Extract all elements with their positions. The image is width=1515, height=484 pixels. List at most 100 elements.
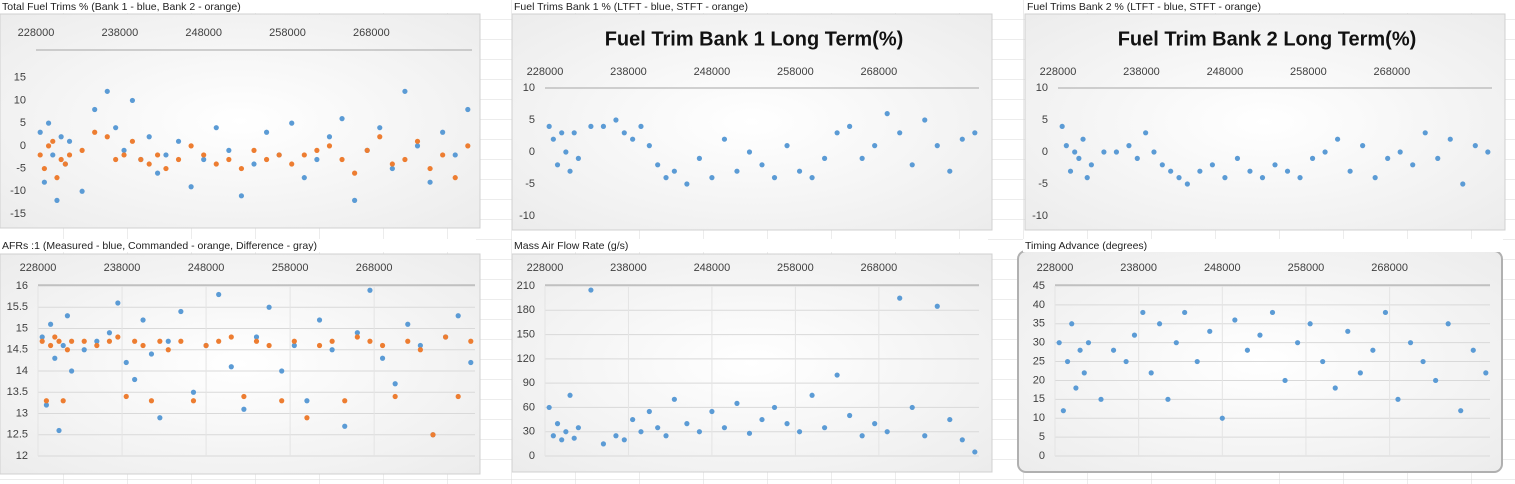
data-point (226, 156, 232, 163)
data-point (746, 430, 753, 436)
y-tick-label: 30 (523, 426, 535, 438)
data-point (1334, 136, 1341, 142)
y-tick-label: 120 (517, 353, 535, 365)
data-point (1345, 328, 1351, 334)
chart-area (511, 13, 993, 231)
data-point (746, 149, 753, 155)
data-point (276, 152, 282, 158)
chart-caption: Fuel Trims Bank 2 % (LTFT - blue, STFT -… (1027, 1, 1261, 13)
data-point (872, 421, 878, 427)
data-point (847, 123, 853, 129)
chart-title: Fuel Trim Bank 2 Long Term(%) (1118, 28, 1417, 50)
data-point (1244, 347, 1251, 353)
data-point (367, 338, 373, 344)
data-point (39, 334, 45, 340)
data-point (1168, 168, 1174, 174)
data-point (146, 134, 152, 140)
data-point (1176, 175, 1182, 181)
data-point (216, 338, 222, 344)
data-point (115, 334, 121, 340)
data-point (213, 161, 219, 167)
data-point (352, 170, 358, 176)
data-point (709, 408, 715, 415)
x-tick-label: 258000 (777, 262, 814, 274)
data-point (1269, 309, 1276, 316)
data-point (188, 184, 194, 190)
data-point (1422, 130, 1428, 136)
data-point (847, 412, 853, 419)
data-point (238, 165, 245, 172)
data-point (1234, 155, 1241, 161)
data-point (696, 155, 703, 161)
x-tick-label: 238000 (610, 66, 647, 78)
data-point (1063, 143, 1069, 149)
data-point (66, 152, 73, 158)
x-tick-label: 238000 (1123, 66, 1160, 78)
data-point (821, 155, 828, 161)
y-tick-label: 5 (1039, 431, 1045, 443)
data-point (947, 168, 953, 174)
data-point (821, 425, 828, 431)
data-point (52, 334, 58, 340)
y-tick-label: 25 (1033, 355, 1045, 367)
data-point (326, 134, 333, 140)
x-tick-label: 228000 (527, 66, 564, 78)
y-tick-label: 90 (523, 377, 535, 389)
data-point (129, 138, 136, 144)
data-point (684, 421, 690, 427)
data-point (1232, 317, 1238, 323)
data-point (1184, 181, 1190, 187)
data-point (64, 313, 71, 319)
chart-caption: Fuel Trims Bank 1 % (LTFT - blue, STFT -… (514, 1, 748, 13)
data-point (190, 389, 197, 395)
y-tick-label: 20 (1033, 374, 1045, 386)
data-point (60, 342, 66, 349)
data-point (1207, 328, 1213, 334)
data-point (364, 147, 370, 153)
y-tick-label: 45 (1033, 280, 1045, 292)
x-tick-label: 258000 (777, 66, 814, 78)
data-point (339, 116, 345, 122)
data-point (253, 334, 260, 340)
data-point (671, 396, 677, 402)
chart-caption: Mass Air Flow Rate (g/s) (514, 240, 628, 252)
data-point (550, 433, 556, 439)
x-tick-label: 228000 (18, 27, 55, 39)
data-point (734, 168, 740, 174)
data-point (1126, 143, 1132, 149)
data-point (354, 334, 360, 340)
data-point (1076, 155, 1082, 161)
data-point (1197, 168, 1203, 174)
data-point (1297, 175, 1303, 181)
data-point (427, 165, 433, 172)
data-point (79, 188, 85, 194)
data-point (1151, 149, 1157, 155)
data-point (1165, 396, 1171, 402)
data-point (563, 429, 569, 435)
data-point (279, 398, 285, 404)
data-point (1259, 175, 1266, 181)
x-tick-label: 248000 (694, 262, 731, 274)
y-tick-label: 30 (1033, 337, 1045, 349)
data-point (442, 334, 449, 340)
data-point (709, 175, 715, 181)
data-point (859, 433, 865, 439)
data-point (48, 342, 54, 349)
data-point (228, 334, 234, 340)
data-point (62, 161, 68, 167)
data-point (301, 152, 307, 158)
y-tick-label: 0 (1042, 146, 1048, 158)
data-point (405, 338, 411, 344)
data-point (922, 433, 928, 439)
x-tick-label: 268000 (1371, 262, 1408, 274)
data-point (834, 130, 840, 136)
data-point (1156, 321, 1163, 327)
data-point (389, 161, 395, 167)
y-tick-label: 0 (529, 146, 535, 158)
data-point (157, 415, 163, 421)
caption-cell (512, 239, 988, 252)
data-point (784, 143, 790, 149)
data-point (146, 161, 152, 167)
data-point (759, 416, 765, 423)
caption-cell (1025, 0, 1501, 13)
